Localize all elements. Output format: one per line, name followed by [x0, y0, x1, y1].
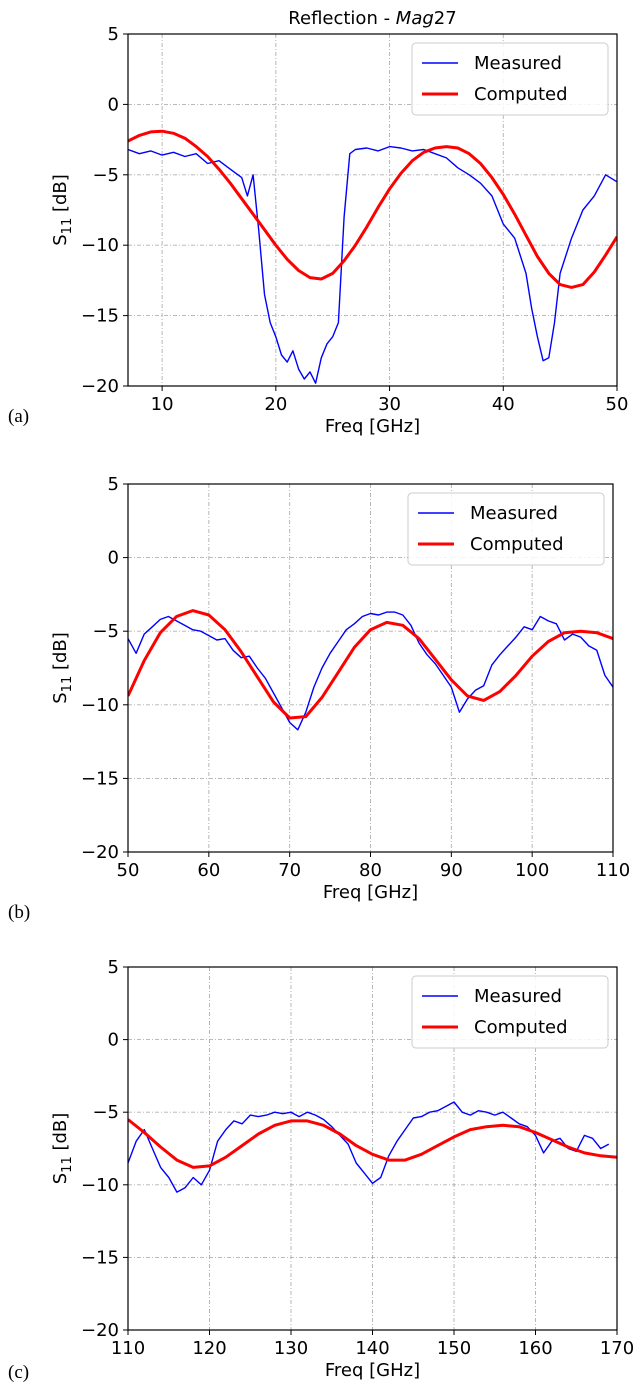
y-axis-label-main: S: [50, 234, 71, 245]
x-tick-label: 160: [518, 1338, 552, 1359]
panel-label: (c): [8, 1362, 29, 1383]
y-tick-label: −20: [81, 376, 119, 397]
legend-entry: Measured: [474, 986, 562, 1007]
series-line-computed: [128, 1118, 617, 1169]
x-tick-label: 120: [192, 1338, 226, 1359]
legend: Measured Computed: [411, 42, 609, 116]
y-tick-label: 0: [108, 94, 119, 115]
x-tick-label: 100: [515, 860, 549, 881]
legend-entry: Computed: [474, 1017, 568, 1038]
y-axis-label-sub: 11: [60, 218, 75, 235]
x-axis-label: Freq [GHz]: [325, 416, 420, 437]
legend-box: [411, 42, 609, 116]
legend: Measured Computed: [407, 492, 605, 566]
panel-label: (b): [8, 902, 30, 923]
y-axis-label: S11 [dB]: [50, 632, 75, 704]
y-tick-label: −15: [81, 768, 119, 789]
y-tick-label: 5: [108, 957, 119, 978]
y-tick-label: −15: [81, 1247, 119, 1268]
x-tick-label: 110: [111, 1338, 145, 1359]
y-axis-label-sub: 11: [60, 676, 75, 693]
y-tick-label: 5: [108, 24, 119, 45]
y-tick-label: −10: [81, 1175, 119, 1196]
legend-box: [407, 492, 605, 566]
x-tick-label: 60: [197, 860, 220, 881]
y-axis-label: S11 [dB]: [50, 1113, 75, 1185]
x-tick-label: 20: [264, 394, 287, 415]
y-tick-label: −20: [81, 842, 119, 863]
x-tick-label: 40: [492, 394, 515, 415]
x-tick-label: 50: [117, 860, 140, 881]
y-axis-label: S11 [dB]: [50, 174, 75, 246]
axes-frame: [127, 33, 618, 387]
legend-entry: Measured: [470, 503, 558, 524]
legend-entry: Computed: [470, 534, 564, 555]
y-axis-label-tail: [dB]: [50, 1113, 71, 1157]
y-tick-label: −5: [92, 621, 119, 642]
y-axis-label-main: S: [50, 1173, 71, 1184]
legend: Measured Computed: [411, 975, 609, 1049]
y-axis-label-tail: [dB]: [50, 174, 71, 218]
y-tick-label: 5: [108, 474, 119, 495]
y-axis-label-sub: 11: [60, 1156, 75, 1173]
x-tick-label: 30: [378, 394, 401, 415]
x-tick-label: 80: [359, 860, 382, 881]
x-axis-label: Freq [GHz]: [325, 1360, 420, 1381]
x-tick-label: 140: [355, 1338, 389, 1359]
x-tick-label: 170: [600, 1338, 634, 1359]
y-tick-label: −15: [81, 306, 119, 327]
y-tick-label: 0: [108, 548, 119, 569]
y-tick-label: −20: [81, 1320, 119, 1341]
chart-title-suffix: 27: [434, 8, 457, 29]
x-tick-label: 70: [278, 860, 301, 881]
chart-title: Reflection - Mag27: [288, 8, 456, 29]
x-tick-label: 90: [440, 860, 463, 881]
x-tick-label: 110: [596, 860, 630, 881]
x-tick-label: 150: [437, 1338, 471, 1359]
x-tick-label: 50: [606, 394, 629, 415]
legend-entry: Computed: [474, 84, 568, 105]
y-axis-label-main: S: [50, 692, 71, 703]
x-tick-label: 10: [151, 394, 174, 415]
y-tick-label: −10: [81, 235, 119, 256]
panel-label: (a): [8, 406, 29, 427]
y-tick-label: −5: [92, 165, 119, 186]
legend-entry: Measured: [474, 53, 562, 74]
y-tick-label: −10: [81, 695, 119, 716]
series-line-measured: [128, 611, 613, 731]
series-line-computed: [128, 609, 613, 720]
y-tick-label: −5: [92, 1102, 119, 1123]
series-line-measured: [128, 1101, 610, 1193]
series-line-computed: [128, 129, 617, 289]
y-axis-label-tail: [dB]: [50, 632, 71, 676]
chart-title-text: Reflection -: [288, 8, 396, 29]
x-tick-label: 130: [274, 1338, 308, 1359]
x-axis-label: Freq [GHz]: [323, 882, 418, 903]
chart-panel: 110 120 130 140 150 160 170 5 0 −5 −10 −15 −20 Freq […: [8, 957, 634, 1383]
series-line-measured: [128, 145, 617, 384]
chart-title-italic: Mag: [396, 8, 434, 29]
y-tick-label: 0: [108, 1030, 119, 1051]
legend-box: [411, 975, 609, 1049]
